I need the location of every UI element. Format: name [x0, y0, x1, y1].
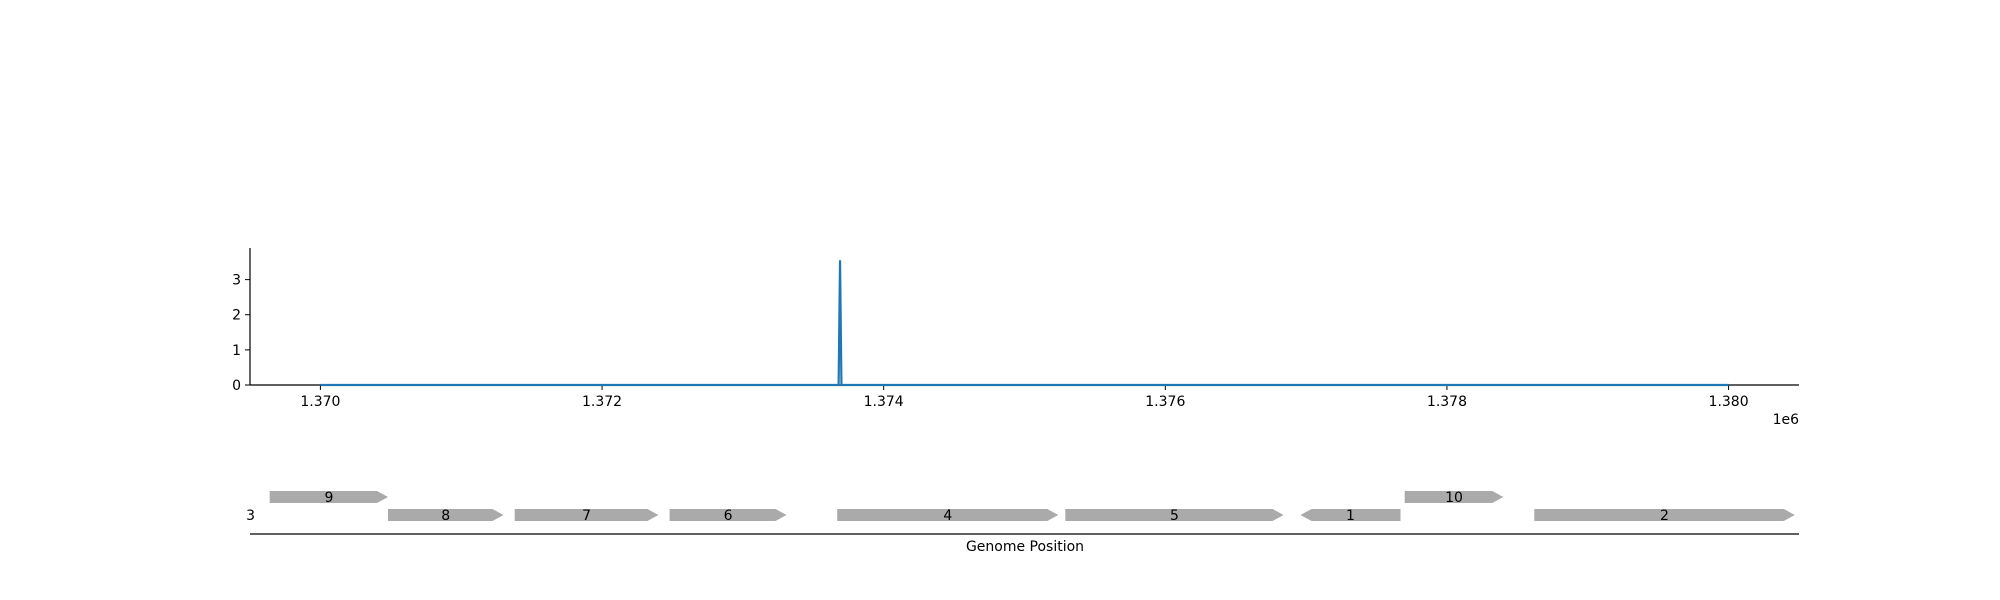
- gene-arrow: [1404, 491, 1504, 503]
- y-tick-label: 0: [232, 378, 241, 394]
- gene-arrows: 9 8 7 6 4 5 1 10 2: [269, 490, 1795, 524]
- gene-label: 6: [724, 508, 733, 524]
- y-tick-label: 1: [232, 343, 241, 359]
- gene-label: 2: [1660, 508, 1669, 524]
- x-tick-label: 1.372: [582, 394, 622, 410]
- gene-label: 10: [1445, 490, 1463, 506]
- x-tick-label: 1.376: [1145, 394, 1185, 410]
- gene-label: 8: [441, 508, 450, 524]
- plot-series: [320, 260, 1729, 387]
- x-tick-label: 1.378: [1427, 394, 1467, 410]
- gene-arrow: [388, 509, 504, 521]
- y-tick-label: 2: [232, 308, 241, 324]
- gene-track-x-label: Genome Position: [966, 539, 1084, 555]
- gene-arrow: [269, 491, 388, 503]
- gene-track: 9 8 7 6 4 5 1 10 2 3 Genome Position: [246, 490, 1799, 555]
- x-tick-label: 1.370: [300, 394, 340, 410]
- x-tick-label: 1.380: [1709, 394, 1749, 410]
- gene-arrow: [514, 509, 659, 521]
- gene-label: 5: [1170, 508, 1179, 524]
- gene-arrow: [1534, 509, 1795, 521]
- coverage-plot: 1.370 1.372 1.374 1.376 1.378 1.380 0 1 2 3 1e6: [232, 248, 1799, 428]
- y-tick-label: 3: [232, 273, 241, 289]
- gene-arrow: [837, 509, 1059, 521]
- gene-label: 4: [943, 508, 952, 524]
- gene-arrow: [1300, 509, 1401, 521]
- gene-arrow: [1065, 509, 1284, 521]
- gene-arrow: [669, 509, 787, 521]
- x-axis-offset-label: 1e6: [1773, 412, 1800, 428]
- gene-label: 7: [582, 508, 591, 524]
- gene-label: 1: [1346, 508, 1355, 524]
- coverage-series-line: [320, 260, 1729, 387]
- x-tick-label: 1.374: [864, 394, 904, 410]
- gene-track-row-label: 3: [246, 508, 255, 524]
- gene-label: 9: [324, 490, 333, 506]
